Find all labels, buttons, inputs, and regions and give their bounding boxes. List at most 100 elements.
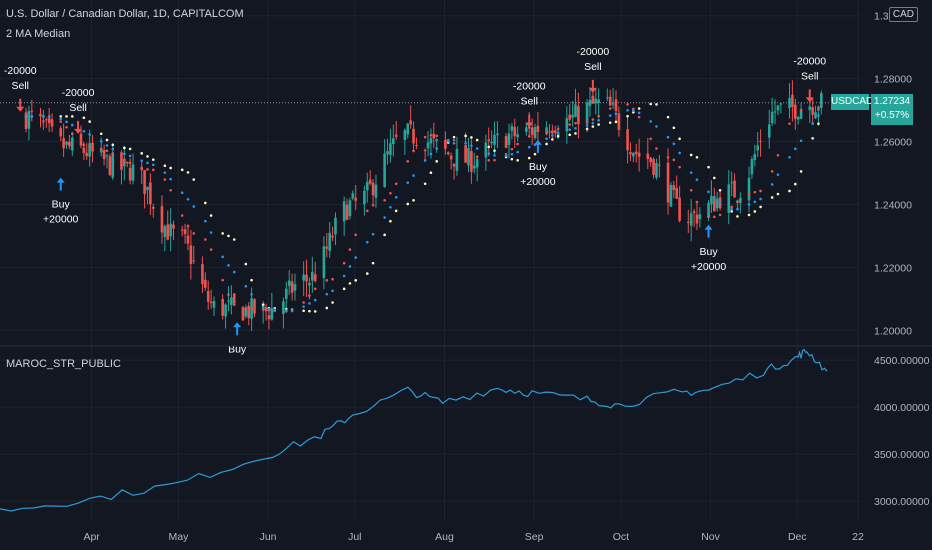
candle-body bbox=[597, 99, 600, 103]
ma-fast-dot bbox=[123, 158, 126, 161]
buy-word: Buy bbox=[529, 161, 548, 173]
ma-median-dot bbox=[146, 161, 149, 165]
ma-slow-dot bbox=[551, 138, 554, 141]
candle-body bbox=[632, 153, 635, 157]
ma-fast-dot bbox=[342, 261, 346, 265]
ma-median-dot bbox=[446, 139, 450, 143]
ma-median-dot bbox=[713, 196, 716, 199]
candle-body bbox=[180, 229, 184, 231]
candle-body bbox=[467, 148, 470, 166]
time-tick-label: Apr bbox=[83, 531, 100, 543]
candle-body bbox=[99, 148, 103, 153]
candle-body bbox=[452, 163, 456, 167]
ma-median-dot bbox=[406, 181, 410, 184]
candle-body bbox=[183, 229, 187, 235]
candle-body bbox=[270, 308, 274, 320]
ma-slow-dot bbox=[151, 158, 155, 161]
candle-body bbox=[172, 224, 175, 229]
candle-body bbox=[62, 138, 65, 149]
candle-body bbox=[553, 130, 557, 133]
ma-slow-dot bbox=[817, 122, 820, 125]
ma-fast-dot bbox=[371, 203, 375, 207]
ma-median-dot bbox=[487, 152, 491, 155]
ma-slow-dot bbox=[244, 262, 248, 266]
candle-body bbox=[536, 125, 540, 132]
candle-body bbox=[160, 206, 164, 233]
sell-amount: -20000 bbox=[793, 55, 826, 67]
candle-body bbox=[204, 279, 207, 288]
ma-fast-dot bbox=[608, 107, 612, 110]
candle-body bbox=[747, 177, 751, 201]
candle-body bbox=[455, 148, 459, 171]
ma-fast-dot bbox=[65, 125, 68, 129]
ma-median-dot bbox=[747, 203, 751, 206]
ma-slow-dot bbox=[412, 198, 415, 202]
candle-body bbox=[383, 153, 386, 188]
currency-button[interactable]: CAD bbox=[888, 7, 918, 22]
ma-fast-dot bbox=[70, 132, 74, 136]
ma-fast-dot bbox=[649, 137, 652, 141]
candle-body bbox=[47, 118, 51, 124]
candle-body bbox=[120, 152, 123, 170]
ma-fast-dot bbox=[452, 141, 456, 145]
ma-slow-dot bbox=[123, 146, 126, 150]
ma-fast-dot bbox=[383, 198, 386, 202]
ma-fast-dot bbox=[527, 135, 531, 138]
ma-median-dot bbox=[707, 190, 710, 194]
ma-median-dot bbox=[452, 138, 456, 142]
sell-word: Sell bbox=[801, 70, 819, 82]
symbol-badge: USDCAD bbox=[831, 94, 873, 110]
candle-body bbox=[334, 217, 337, 235]
ma-slow-dot bbox=[730, 210, 733, 213]
ma-median-dot bbox=[759, 197, 762, 201]
last-price-value: 1.27234 bbox=[873, 96, 911, 107]
ma-median-dot bbox=[637, 111, 641, 115]
ma-slow-dot bbox=[111, 143, 115, 147]
candle-body bbox=[799, 109, 803, 119]
ma-median-dot bbox=[227, 263, 230, 267]
ma-median-dot bbox=[383, 216, 386, 219]
ma-median-dot bbox=[817, 114, 820, 117]
ma-slow-dot bbox=[672, 126, 676, 130]
ma-slow-dot bbox=[597, 123, 600, 126]
ma-fast-dot bbox=[759, 189, 762, 193]
ma-slow-dot bbox=[423, 182, 427, 186]
candle-body bbox=[689, 213, 693, 226]
ma-median-dot bbox=[799, 139, 803, 143]
ma-fast-dot bbox=[128, 161, 132, 165]
sell-word: Sell bbox=[11, 80, 29, 92]
candle-body bbox=[389, 143, 392, 155]
candle-body bbox=[227, 300, 230, 302]
candle-body bbox=[779, 103, 783, 105]
candle-body bbox=[695, 214, 699, 224]
ma-fast-dot bbox=[105, 149, 109, 153]
candle-body bbox=[345, 204, 349, 220]
buy-arrow bbox=[533, 139, 542, 153]
candle-body bbox=[282, 301, 285, 315]
ma-median-dot bbox=[556, 131, 560, 134]
candle-body bbox=[151, 206, 155, 209]
ma-fast-dot bbox=[533, 133, 537, 137]
ma-median-dot bbox=[42, 115, 45, 118]
ma-fast-dot bbox=[261, 308, 265, 311]
ma-median-dot bbox=[204, 219, 207, 223]
ma-fast-dot bbox=[232, 303, 236, 306]
equity-axis[interactable]: 4500.00000 4000.00000 3500.00000 3000.00000 bbox=[874, 355, 930, 508]
ma-median-dot bbox=[302, 305, 305, 308]
candle-body bbox=[444, 139, 447, 149]
ma-slow-dot bbox=[747, 213, 751, 217]
buy-arrow bbox=[56, 177, 65, 191]
ma-fast-dot bbox=[325, 279, 329, 282]
candle-body bbox=[308, 282, 311, 286]
price-axis[interactable]: 1.3 1.28000 1.26000 1.24000 1.22000 1.20000 bbox=[874, 11, 912, 338]
ma-fast-dot bbox=[180, 214, 184, 217]
time-axis[interactable]: Apr May Jun Jul Aug Sep Oct Nov Dec 22 bbox=[83, 531, 864, 543]
equity-tick-label: 3500.00000 bbox=[874, 449, 930, 461]
ma-slow-dot bbox=[689, 153, 693, 157]
ma-median-dot bbox=[516, 150, 519, 154]
candle-body bbox=[392, 138, 395, 144]
ma-slow-dot bbox=[342, 287, 346, 291]
ma-fast-dot bbox=[597, 114, 600, 118]
ma-median-dot bbox=[793, 147, 797, 151]
